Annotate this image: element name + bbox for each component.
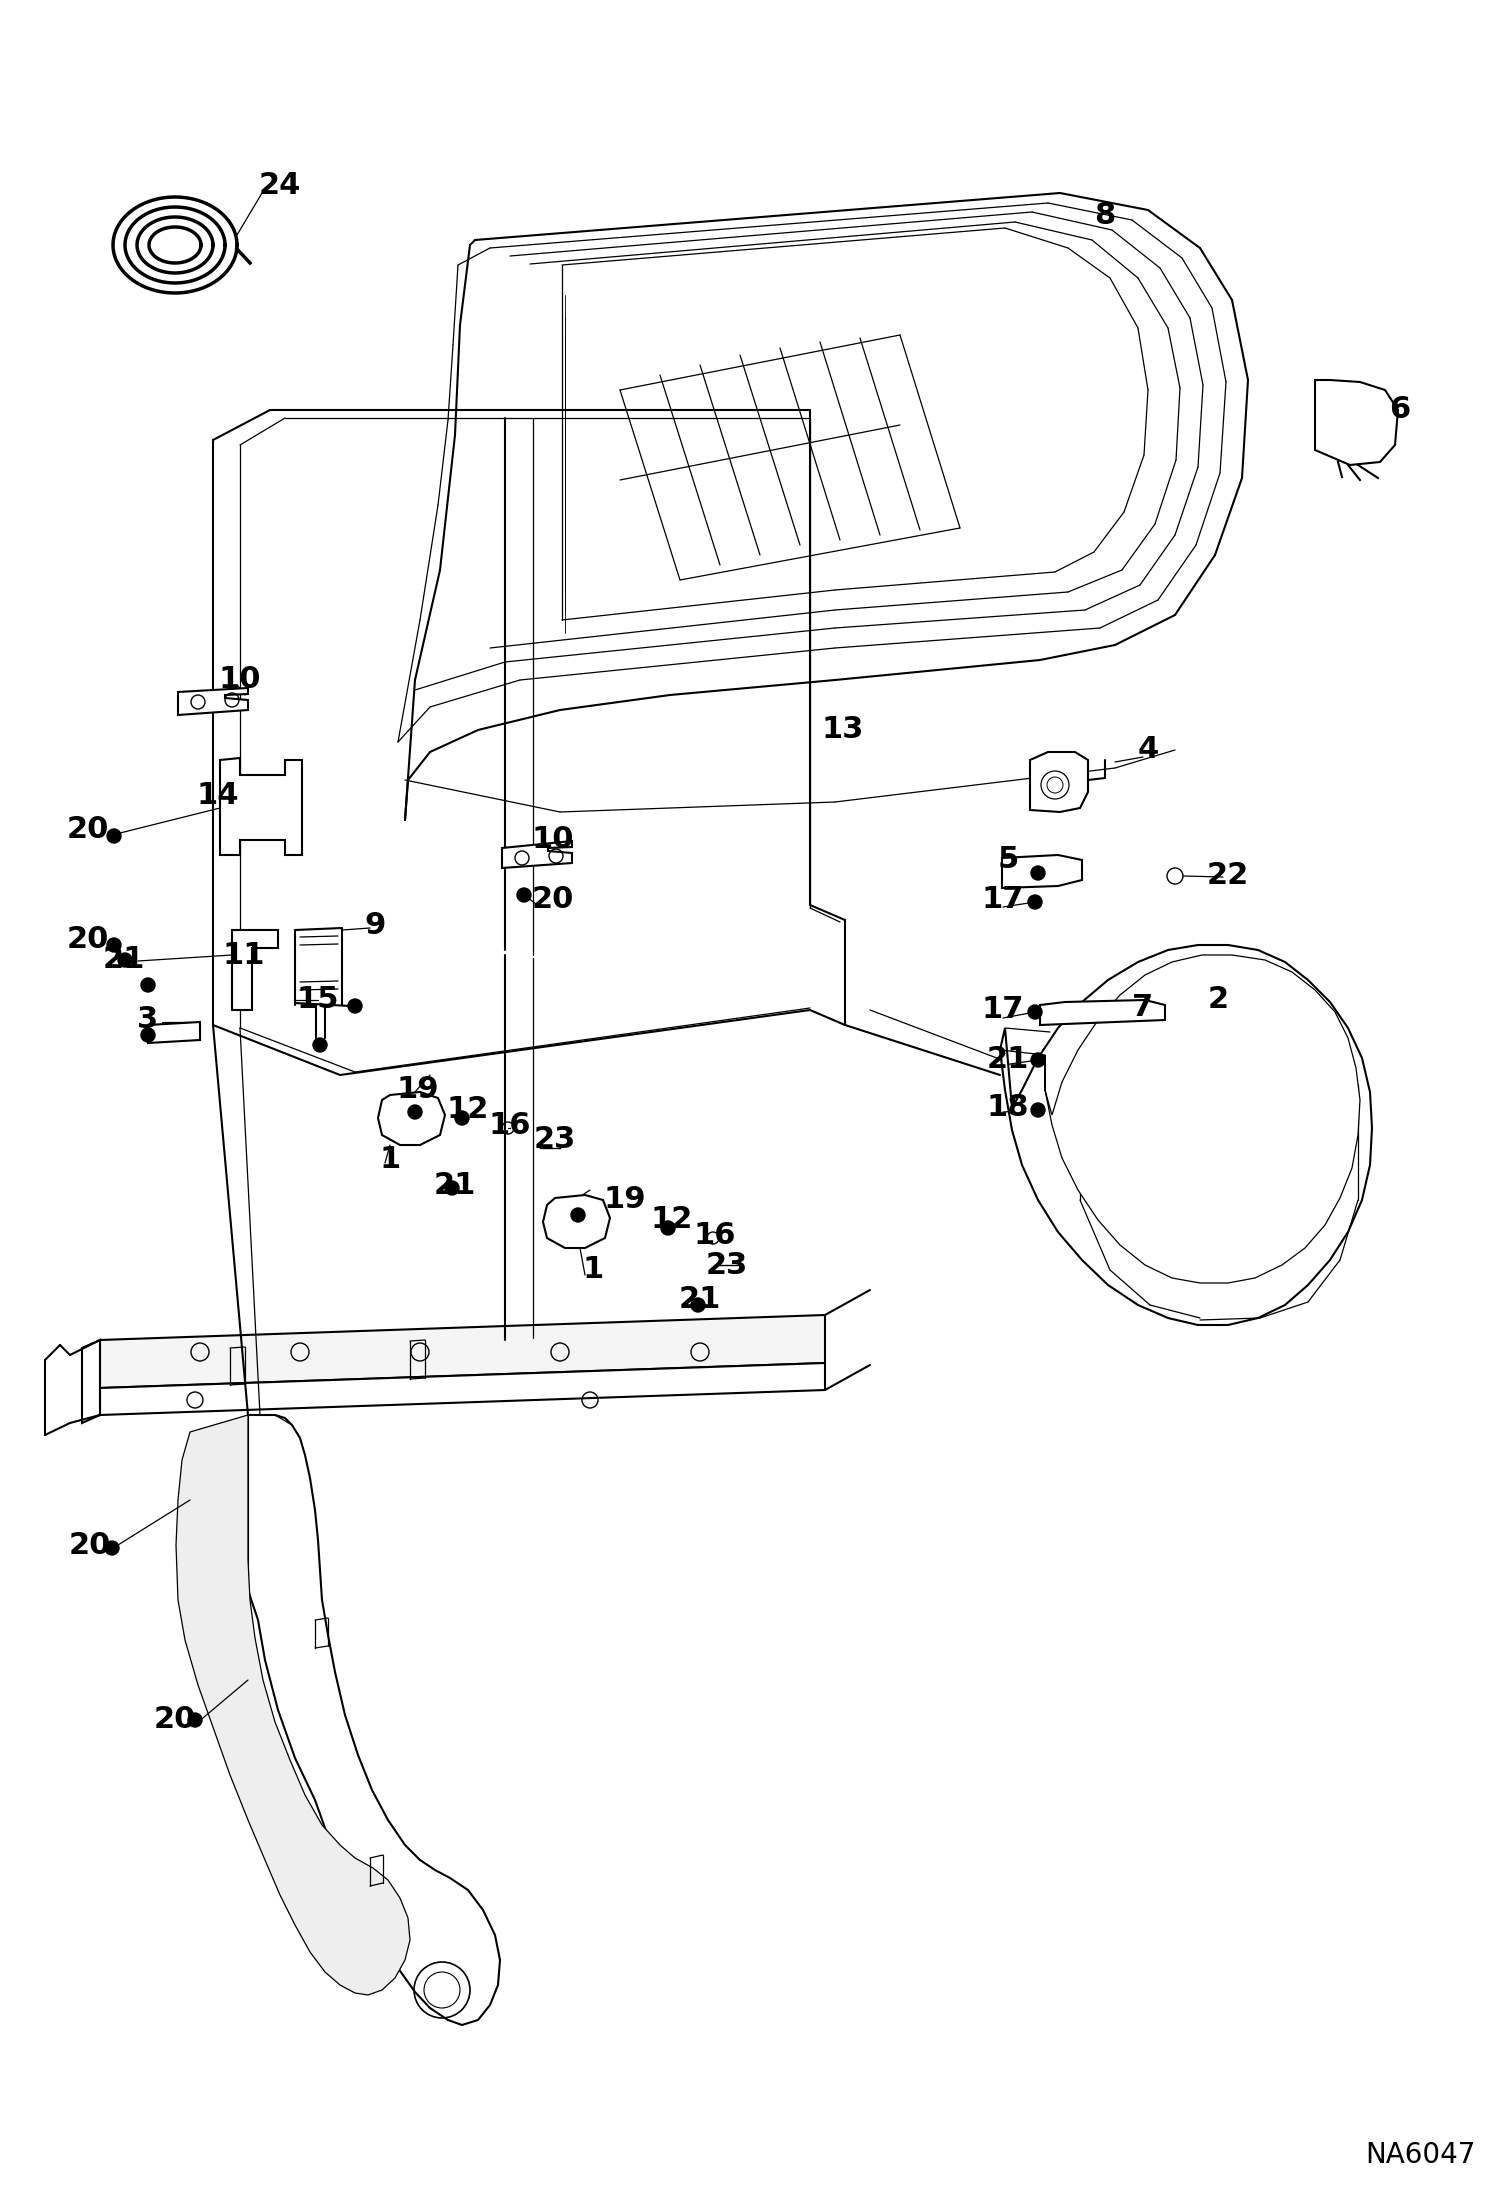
Text: 4: 4 [1137,735,1158,765]
Circle shape [106,829,121,842]
Polygon shape [178,689,249,715]
Polygon shape [232,930,279,1011]
Text: 21: 21 [679,1285,721,1314]
Text: 17: 17 [981,886,1025,914]
Text: 22: 22 [1207,860,1249,890]
Circle shape [1031,866,1046,879]
Text: 8: 8 [1095,200,1116,230]
Polygon shape [542,1195,610,1248]
Text: 20: 20 [532,886,574,914]
Circle shape [1031,1053,1046,1068]
Circle shape [160,230,189,259]
Text: 15: 15 [297,985,339,1015]
Polygon shape [148,1022,201,1044]
Text: 9: 9 [364,910,385,939]
Polygon shape [175,1414,410,1996]
Text: 24: 24 [259,171,301,200]
Circle shape [105,1542,118,1555]
Circle shape [445,1182,458,1195]
Text: 20: 20 [69,1531,111,1559]
Text: 23: 23 [533,1125,577,1154]
Text: 21: 21 [103,945,145,974]
Text: 19: 19 [397,1075,439,1105]
Polygon shape [220,759,303,855]
Polygon shape [100,1316,825,1388]
Circle shape [517,888,530,901]
Text: 1: 1 [583,1257,604,1285]
Text: 10: 10 [532,825,574,855]
Circle shape [407,1105,422,1118]
Text: 20: 20 [154,1706,196,1735]
Text: 20: 20 [67,816,109,844]
Polygon shape [1031,752,1088,811]
Text: 13: 13 [822,715,864,743]
Text: 21: 21 [987,1046,1029,1075]
Circle shape [1028,1004,1043,1020]
Polygon shape [1046,954,1360,1283]
Circle shape [189,1713,202,1728]
Circle shape [106,939,121,952]
Text: 12: 12 [650,1206,694,1235]
Text: 19: 19 [604,1186,646,1215]
Circle shape [455,1112,469,1125]
Polygon shape [1002,855,1082,888]
Text: 18: 18 [987,1094,1029,1123]
Text: 1: 1 [379,1145,400,1175]
Text: 20: 20 [67,925,109,954]
Text: 6: 6 [1389,395,1411,425]
Circle shape [1031,1103,1046,1116]
Circle shape [661,1222,676,1235]
Text: 14: 14 [196,781,240,809]
Circle shape [571,1208,586,1222]
Text: 7: 7 [1132,993,1153,1022]
Text: 11: 11 [223,941,265,969]
Text: 10: 10 [219,664,261,695]
Circle shape [348,1000,363,1013]
Text: 17: 17 [981,996,1025,1024]
Polygon shape [100,1364,825,1414]
Text: 5: 5 [998,846,1019,875]
Polygon shape [1040,1000,1165,1024]
Circle shape [1028,895,1043,910]
Polygon shape [502,840,572,868]
Polygon shape [1001,945,1372,1325]
Text: 12: 12 [446,1096,490,1125]
Text: 3: 3 [138,1007,159,1035]
Polygon shape [377,1092,445,1145]
Circle shape [141,978,154,991]
Polygon shape [1315,379,1398,465]
Text: 21: 21 [434,1171,476,1200]
Circle shape [141,1029,154,1042]
Circle shape [691,1298,706,1311]
Polygon shape [82,1340,100,1423]
Circle shape [118,954,132,967]
Polygon shape [249,1414,500,2024]
Text: 23: 23 [706,1250,748,1279]
Text: 16: 16 [694,1222,736,1250]
Text: 16: 16 [488,1110,532,1140]
Text: NA6047: NA6047 [1365,2140,1476,2169]
Circle shape [313,1037,327,1053]
Text: 2: 2 [1207,985,1228,1015]
